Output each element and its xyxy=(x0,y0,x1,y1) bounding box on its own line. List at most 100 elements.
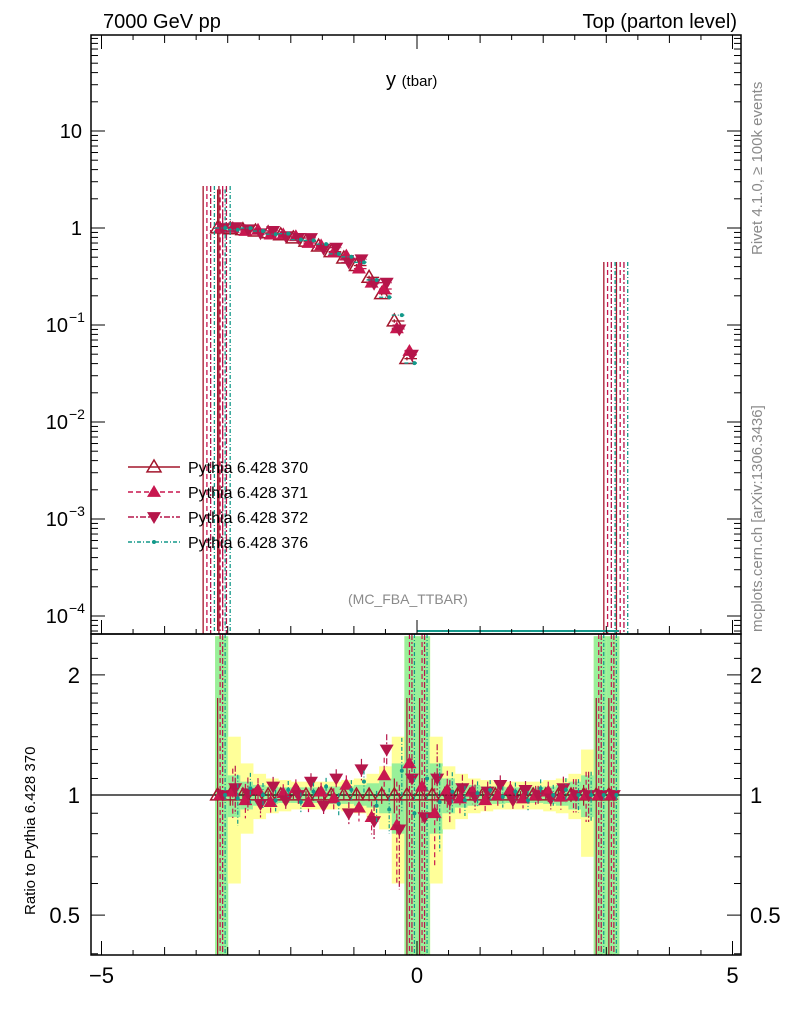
marker xyxy=(303,233,318,246)
ratio-ylabel: Ratio to Pythia 6.428 370 xyxy=(22,747,39,915)
ratio-marker xyxy=(478,793,493,806)
ratio-marker xyxy=(541,784,556,797)
ratio-marker xyxy=(386,786,403,801)
marker xyxy=(228,222,243,235)
ratio-marker xyxy=(253,798,268,811)
legend: Pythia 6.428 370 Pythia 6.428 371 Pythia 6… xyxy=(128,458,308,552)
x-tick-label: −5 xyxy=(89,963,114,988)
marker xyxy=(392,324,407,337)
analysis-label: (MC_FBA_TTBAR) xyxy=(348,591,468,607)
ratio-marker xyxy=(276,786,291,799)
ratio-marker xyxy=(614,793,619,797)
ratio-marker xyxy=(266,781,281,794)
marker xyxy=(361,260,366,265)
marker xyxy=(404,349,419,362)
ratio-marker xyxy=(493,780,508,792)
ratio-marker xyxy=(450,789,455,794)
ratio-marker xyxy=(518,784,533,797)
ratio-marker xyxy=(569,790,583,802)
legend-marker xyxy=(145,458,163,473)
marker xyxy=(341,257,356,270)
ratio-marker xyxy=(412,811,417,816)
y-tick-label: 10 xyxy=(46,606,68,628)
ratio-marker xyxy=(402,756,417,769)
ratio-marker xyxy=(301,795,316,807)
ratio-tick-label: 2 xyxy=(68,663,80,688)
ratio-marker xyxy=(329,773,344,786)
rivet-label: Rivet 4.1.0, ≥ 100k events xyxy=(749,82,766,255)
mcplots-label: mcplots.cern.ch [arXiv:1306.3436] xyxy=(749,405,766,632)
ratio-marker xyxy=(349,787,354,792)
ratio-marker xyxy=(326,791,341,804)
ratio-marker xyxy=(594,790,609,802)
marker xyxy=(223,226,228,230)
ratio-marker xyxy=(291,790,306,802)
y-tick-exponent: −4 xyxy=(69,600,85,616)
legend-label: Pythia 6.428 370 xyxy=(188,460,308,477)
ratio-tick-label-right: 0.5 xyxy=(750,903,781,928)
ratio-marker xyxy=(423,786,441,801)
ratio-marker xyxy=(415,779,430,792)
y-tick-label: 10 xyxy=(46,509,68,531)
ratio-marker xyxy=(278,795,293,808)
ratio-marker xyxy=(563,787,568,792)
legend-marker xyxy=(152,540,156,544)
ratio-marker xyxy=(551,793,556,797)
ratio-marker xyxy=(387,807,392,812)
ratio-marker xyxy=(248,786,253,791)
marker xyxy=(379,277,394,290)
ratio-marker xyxy=(336,801,341,806)
legend-label: Pythia 6.428 376 xyxy=(188,535,308,552)
marker xyxy=(377,281,392,294)
series-3 xyxy=(213,186,629,955)
legend-marker xyxy=(147,512,161,524)
ratio-marker xyxy=(374,803,379,808)
ratio-marker xyxy=(303,776,318,789)
ratio-marker xyxy=(298,800,303,805)
ratio-marker xyxy=(430,773,445,786)
ratio-marker xyxy=(411,786,428,801)
marker xyxy=(316,243,331,256)
ratio-marker xyxy=(399,768,404,773)
ratio-marker xyxy=(263,795,278,807)
ratio-tick-label-right: 1 xyxy=(750,783,762,808)
ratio-marker xyxy=(505,795,520,808)
ratio-marker xyxy=(526,798,531,803)
legend-label: Pythia 6.428 372 xyxy=(188,510,308,527)
ratio-marker xyxy=(215,790,230,802)
data-marks xyxy=(91,186,741,955)
marker xyxy=(273,232,278,237)
marker xyxy=(354,254,369,267)
ratio-marker xyxy=(373,786,391,801)
ratio-marker xyxy=(235,796,240,801)
ratio-marker xyxy=(261,793,265,797)
header-right: Top (parton level) xyxy=(582,11,737,33)
x-tick-label: 5 xyxy=(726,963,738,988)
marker xyxy=(301,235,316,248)
ratio-marker xyxy=(324,784,329,789)
y-tick-label: 1 xyxy=(71,218,82,240)
marker xyxy=(351,261,366,274)
marker xyxy=(399,313,404,318)
y-tick-label: 10 xyxy=(46,412,68,434)
ratio-marker xyxy=(475,791,480,796)
ratio-marker xyxy=(251,782,265,795)
ratio-marker xyxy=(360,786,378,801)
y-tick-exponent: −1 xyxy=(69,309,85,325)
ratio-marker xyxy=(556,783,571,796)
ratio-marker xyxy=(455,783,470,796)
ratio-marker xyxy=(223,793,228,797)
legend-marker xyxy=(147,485,161,497)
ratio-marker xyxy=(361,779,366,784)
marker xyxy=(349,254,354,259)
ratio-marker xyxy=(228,783,243,796)
ratio-tick-label: 0.5 xyxy=(49,903,80,928)
ratio-marker xyxy=(437,800,442,805)
marker xyxy=(387,295,392,300)
ratio-marker xyxy=(576,793,581,797)
ratio-marker xyxy=(286,787,291,792)
marker xyxy=(286,231,291,236)
ratio-marker xyxy=(335,786,353,801)
